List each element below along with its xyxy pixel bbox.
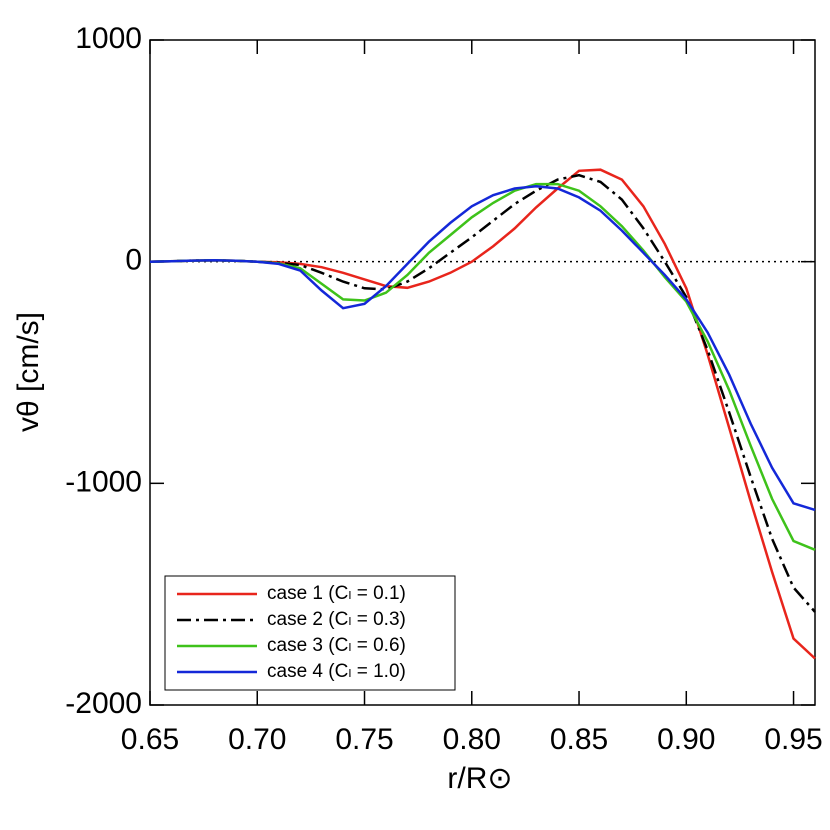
x-tick-label: 0.70	[228, 723, 286, 756]
y-tick-label: 1000	[75, 22, 142, 55]
legend-label: case 1 (Cₗ = 0.1)	[267, 583, 406, 604]
x-tick-label: 0.95	[764, 723, 822, 756]
series-line	[149, 173, 816, 613]
legend-label: case 3 (Cₗ = 0.6)	[267, 635, 406, 656]
legend-label: case 2 (Cₗ = 0.3)	[267, 609, 406, 630]
x-tick-label: 0.90	[657, 723, 715, 756]
y-tick-label: 0	[125, 244, 142, 277]
series-line	[149, 185, 816, 512]
y-tick-label: -2000	[65, 687, 142, 720]
series-line	[149, 182, 816, 551]
x-tick-label: 0.65	[121, 723, 179, 756]
legend-label: case 4 (Cₗ = 1.0)	[267, 661, 406, 682]
y-tick-label: -1000	[65, 465, 142, 498]
x-tick-label: 0.80	[443, 723, 501, 756]
x-tick-label: 0.85	[550, 723, 608, 756]
x-axis-label: r/R⊙	[447, 762, 512, 795]
y-axis-label: vθ [cm/s]	[12, 312, 45, 432]
plot-frame	[149, 39, 816, 706]
x-tick-label: 0.75	[335, 723, 393, 756]
